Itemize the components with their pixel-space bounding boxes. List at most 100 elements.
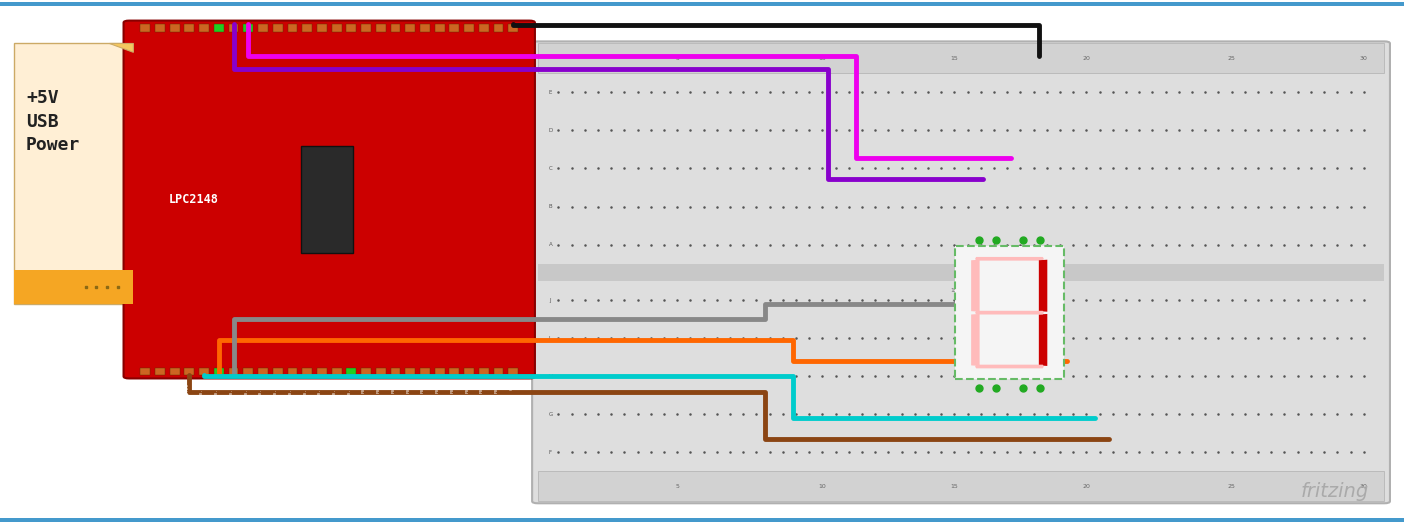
Polygon shape xyxy=(976,365,1043,369)
Bar xyxy=(140,24,150,31)
Text: 10: 10 xyxy=(819,56,827,61)
Text: P1.28: P1.28 xyxy=(425,3,430,16)
Text: P1.17: P1.17 xyxy=(263,3,267,16)
Text: P0.7: P0.7 xyxy=(392,383,396,393)
Text: P0.11: P0.11 xyxy=(333,383,337,396)
Bar xyxy=(420,367,430,375)
Bar xyxy=(154,367,164,375)
Bar xyxy=(538,264,1384,281)
Text: 20: 20 xyxy=(1082,484,1091,489)
Text: P1.30: P1.30 xyxy=(455,3,458,16)
Text: P0.6: P0.6 xyxy=(406,383,410,393)
Bar xyxy=(508,24,518,31)
Bar xyxy=(199,367,209,375)
Bar xyxy=(170,24,180,31)
Text: +5V
USB
Power: +5V USB Power xyxy=(27,89,80,154)
Text: P1.26: P1.26 xyxy=(396,3,400,16)
Bar xyxy=(376,24,386,31)
Bar xyxy=(184,24,194,31)
Text: P4: P4 xyxy=(160,11,164,16)
Text: P0.21: P0.21 xyxy=(185,383,190,396)
Bar xyxy=(229,24,239,31)
Bar xyxy=(0,518,1404,522)
Text: P0.9: P0.9 xyxy=(362,383,366,393)
Text: P0.29: P0.29 xyxy=(204,3,208,16)
Text: P0.25: P0.25 xyxy=(145,3,149,16)
Text: I: I xyxy=(549,336,550,341)
Text: 30: 30 xyxy=(1359,56,1367,61)
Text: P1.21: P1.21 xyxy=(322,3,326,16)
Text: A: A xyxy=(549,242,553,247)
Bar xyxy=(317,24,327,31)
Polygon shape xyxy=(976,311,1043,314)
Bar xyxy=(170,367,180,375)
Text: P0.0: P0.0 xyxy=(494,383,498,393)
Text: P0.10: P0.10 xyxy=(347,383,351,396)
Text: P0.13: P0.13 xyxy=(303,383,307,396)
Text: P1.16: P1.16 xyxy=(249,3,253,16)
FancyBboxPatch shape xyxy=(532,41,1390,503)
Bar xyxy=(390,24,400,31)
Bar xyxy=(390,367,400,375)
Text: P0.22: P0.22 xyxy=(171,383,174,396)
Text: 10: 10 xyxy=(819,484,827,489)
Bar xyxy=(199,24,209,31)
Bar xyxy=(538,43,1384,73)
Bar xyxy=(347,24,357,31)
Polygon shape xyxy=(972,314,980,366)
FancyBboxPatch shape xyxy=(115,146,135,254)
Bar xyxy=(14,270,133,304)
Text: P1.29: P1.29 xyxy=(439,3,444,16)
Text: P1.22: P1.22 xyxy=(337,3,341,16)
Text: P1.30: P1.30 xyxy=(484,3,487,16)
Text: P0.23: P0.23 xyxy=(156,383,160,396)
Bar xyxy=(406,367,416,375)
Text: P1.18: P1.18 xyxy=(278,3,282,16)
Bar xyxy=(140,367,150,375)
Bar xyxy=(213,367,223,375)
Bar xyxy=(302,367,312,375)
Text: 5: 5 xyxy=(675,484,680,489)
Text: B: B xyxy=(549,204,553,209)
Text: P0.1: P0.1 xyxy=(480,383,484,393)
Text: 25: 25 xyxy=(1227,484,1236,489)
Text: P0.30: P0.30 xyxy=(219,3,223,16)
Text: E: E xyxy=(549,90,552,95)
Text: P0.19: P0.19 xyxy=(215,383,219,396)
Text: F: F xyxy=(549,450,552,455)
Text: P0.3: P0.3 xyxy=(451,383,455,393)
Bar xyxy=(361,24,371,31)
Bar xyxy=(317,367,327,375)
Bar xyxy=(331,367,341,375)
Polygon shape xyxy=(110,43,133,52)
Text: 30: 30 xyxy=(1359,484,1367,489)
Bar xyxy=(288,367,298,375)
Text: P0.8: P0.8 xyxy=(376,383,380,393)
Text: P1.25: P1.25 xyxy=(380,3,385,16)
Text: P1.20: P1.20 xyxy=(307,3,312,16)
Polygon shape xyxy=(1039,260,1047,312)
Bar xyxy=(955,246,1064,379)
Bar xyxy=(494,367,504,375)
Text: P0.4: P0.4 xyxy=(435,383,439,393)
Bar xyxy=(302,24,312,31)
FancyBboxPatch shape xyxy=(124,20,535,378)
Bar xyxy=(302,147,354,253)
Text: 20: 20 xyxy=(1082,56,1091,61)
Bar xyxy=(347,367,357,375)
Bar xyxy=(213,24,223,31)
Text: P1.19: P1.19 xyxy=(292,3,296,16)
Bar xyxy=(0,2,1404,6)
Text: LPC2148: LPC2148 xyxy=(168,193,219,206)
Text: P0.28: P0.28 xyxy=(190,3,194,16)
Bar xyxy=(479,367,489,375)
Bar xyxy=(331,24,341,31)
Text: P1.31: P1.31 xyxy=(498,3,503,16)
Polygon shape xyxy=(1039,314,1047,366)
Bar xyxy=(465,24,475,31)
Text: P1.27: P1.27 xyxy=(410,3,414,16)
Text: P0.17: P0.17 xyxy=(244,383,249,396)
Bar xyxy=(435,24,445,31)
Text: P0.15: P0.15 xyxy=(274,383,278,396)
Bar xyxy=(465,367,475,375)
